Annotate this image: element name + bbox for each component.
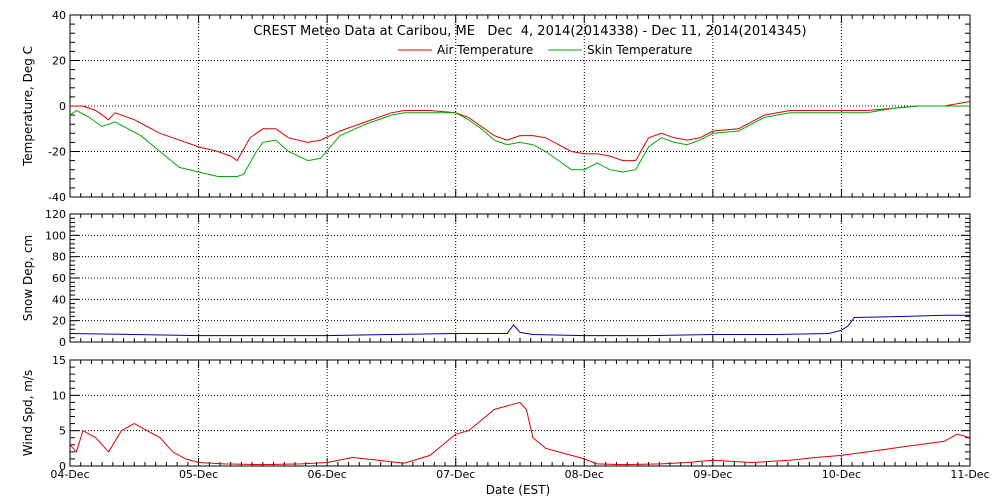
x-tick-label: 04-Dec: [50, 468, 89, 481]
snow-depth-y-tick-label: 60: [52, 272, 66, 285]
x-tick-label: 05-Dec: [179, 468, 218, 481]
wind-speed-y-axis-title: Wind Spd, m/s: [21, 370, 35, 456]
snow-depth-y-tick-label: 80: [52, 251, 66, 264]
air-temperature-line: [70, 101, 970, 162]
temperature-y-tick-label: -20: [48, 146, 66, 159]
x-tick-labels: 04-Dec 05-Dec 06-Dec 07-Dec 08-Dec 09-Dec 10-D…: [50, 468, 989, 481]
x-tick-label: 10-Dec: [822, 468, 861, 481]
x-tick-label: 07-Dec: [436, 468, 475, 481]
temperature-panel: -40 -20 0 20 40 Temperature, Deg C: [21, 9, 971, 204]
legend-label-air-temperature: Air Temperature: [437, 43, 533, 57]
x-tick-label: 11-Dec: [950, 468, 989, 481]
x-tick-label: 09-Dec: [693, 468, 732, 481]
snow-depth-y-tick-label: 120: [45, 208, 66, 221]
snow-depth-series-line: [70, 314, 970, 337]
snow-depth-y-tick-label: 0: [59, 336, 66, 349]
wind-speed-y-tick-label: 5: [59, 425, 66, 438]
chart-title: CREST Meteo Data at Caribou, ME Dec 4, 2…: [253, 24, 806, 39]
x-axis-title: Date (EST): [486, 483, 550, 497]
legend: Air Temperature Skin Temperature: [398, 43, 692, 57]
skin-temperature-line: [70, 105, 970, 177]
temperature-y-tick-label: 0: [59, 100, 66, 113]
temperature-y-axis-title: Temperature, Deg C: [21, 46, 35, 167]
temperature-y-tick-label: 40: [52, 9, 66, 22]
temperature-y-tick-label: -40: [48, 191, 66, 204]
wind-speed-y-tick-label: 0: [59, 460, 66, 473]
x-tick-label: 06-Dec: [308, 468, 347, 481]
legend-label-skin-temperature: Skin Temperature: [587, 43, 692, 57]
wind-speed-plot-frame: [69, 359, 971, 467]
x-tick-label: 08-Dec: [565, 468, 604, 481]
wind-speed-y-tick-label: 15: [52, 354, 66, 367]
wind-speed-series-line: [70, 401, 970, 466]
temperature-y-tick-label: 20: [52, 55, 66, 68]
snow-depth-y-axis-title: Snow Dep, cm: [21, 235, 35, 321]
wind-speed-panel: 0 5 10 15 Wind Spd, m/s: [21, 354, 971, 473]
snow-depth-y-tick-label: 100: [45, 229, 66, 242]
snow-depth-y-tick-label: 40: [52, 293, 66, 306]
snow-depth-panel: 0 20 40 60 80 100 120 Snow Dep, cm: [21, 208, 971, 349]
wind-speed-y-tick-label: 10: [52, 389, 66, 402]
snow-depth-y-tick-label: 20: [52, 315, 66, 328]
